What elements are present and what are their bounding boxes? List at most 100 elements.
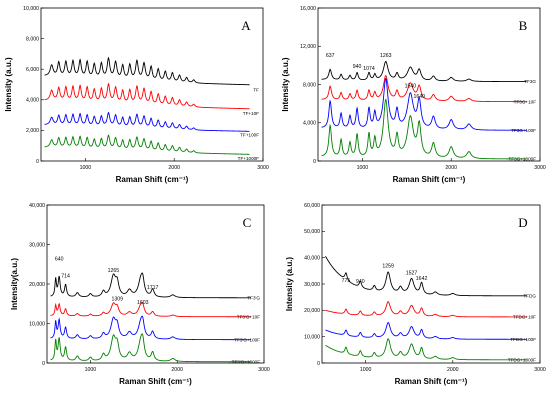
y-tick-label: 10,000 xyxy=(304,334,320,340)
y-tick-label: 40,000 xyxy=(29,203,45,209)
series-label-4: TF+1000F xyxy=(238,156,260,161)
chart-panel-a: 0 2,000 4,000 6,000 8,000 10,000 1000 2000 3000 R… xyxy=(4,6,269,184)
peak-label: 1717 xyxy=(147,285,159,291)
peak-label: 1309 xyxy=(111,297,123,303)
chart-panel-d: 0 10,000 20,000 30,000 40,000 50,000 60,000 100… xyxy=(285,203,546,386)
plot-frame xyxy=(317,7,541,162)
y-tick-label: 0 xyxy=(42,361,45,367)
series-label-2: TF3'G+10F xyxy=(237,314,260,319)
y-tick-label: 50,000 xyxy=(304,229,320,235)
x-tick-label: 2000 xyxy=(171,367,183,373)
chart-panel-c: 0 10,000 20,000 30,000 40,000 1000 2000 3000 Ram… xyxy=(10,203,270,386)
series-line-2 xyxy=(44,82,250,110)
panel-letter: B xyxy=(519,18,528,33)
panel-letter: D xyxy=(518,215,527,230)
x-tick-label: 2000 xyxy=(445,165,457,171)
x-axis-title: Raman Shift (cm⁻¹) xyxy=(116,175,189,184)
y-tick-label: 2,000 xyxy=(26,128,39,134)
x-axis-title: Raman Shift (cm⁻¹) xyxy=(395,377,468,386)
y-tick-label: 0 xyxy=(36,159,39,165)
series-line-4 xyxy=(44,134,250,155)
x-axis-title: Raman Shift (cm⁻¹) xyxy=(393,175,466,184)
y-tick-label: 20,000 xyxy=(304,308,320,314)
x-tick-label: 2000 xyxy=(168,165,180,171)
series-line-3 xyxy=(325,322,527,340)
series-line-3 xyxy=(321,77,527,131)
series-label-3: TFDG+100F xyxy=(510,337,536,342)
series-label-1: TF3G xyxy=(524,79,536,84)
series-line-1 xyxy=(321,60,527,83)
series-label-2: TF+10F xyxy=(243,111,259,116)
peak-label: 940 xyxy=(356,279,365,285)
y-tick-label: 10,000 xyxy=(29,321,45,327)
peak-label: 637 xyxy=(326,53,335,59)
y-tick-label: 40,000 xyxy=(304,255,320,261)
y-tick-label: 4,000 xyxy=(26,98,39,104)
peak-label: 1603 xyxy=(137,300,149,306)
peak-label: 714 xyxy=(61,273,70,279)
y-tick-label: 8,000 xyxy=(26,36,39,42)
y-tick-label: 10,000 xyxy=(23,6,39,12)
x-tick-label: 3000 xyxy=(534,165,546,171)
x-tick-label: 1000 xyxy=(360,367,372,373)
y-tick-label: 30,000 xyxy=(304,282,320,288)
series-label-1: TF xyxy=(253,87,259,92)
series-line-2 xyxy=(50,301,251,318)
x-tick-label: 1000 xyxy=(85,367,97,373)
series-line-4 xyxy=(325,338,527,361)
series-line-4 xyxy=(50,333,251,363)
y-tick-label: 16,000 xyxy=(300,6,316,12)
series-label-2: TF3G+10F xyxy=(514,99,537,104)
peak-label: 775 xyxy=(342,278,351,284)
y-tick-label: 20,000 xyxy=(29,282,45,288)
chart-panel-b: 0 4,000 8,000 12,000 16,000 1000 2000 3000 Raman… xyxy=(281,6,546,184)
peak-label: 940 xyxy=(353,64,362,70)
series-label-2: TFDG+10F xyxy=(513,315,536,320)
series-label-4: TF3G+1000F xyxy=(509,157,537,162)
x-tick-label: 3000 xyxy=(257,165,269,171)
y-tick-label: 0 xyxy=(317,361,320,367)
x-tick-label: 1000 xyxy=(80,165,92,171)
series-line-1 xyxy=(50,272,251,299)
series-line-2 xyxy=(325,301,527,318)
y-tick-label: 8,000 xyxy=(303,82,316,88)
series-line-4 xyxy=(321,98,527,160)
series-label-3: TF+100F xyxy=(240,133,259,138)
y-tick-label: 6,000 xyxy=(26,67,39,73)
y-tick-label: 30,000 xyxy=(29,242,45,248)
peak-label: 1074 xyxy=(363,66,375,72)
panel-letter: A xyxy=(241,18,251,33)
peak-label: 1540 xyxy=(405,83,417,89)
y-axis-title: Intensity (a.u.) xyxy=(281,57,290,112)
series-label-4: TFDG+1000F xyxy=(508,357,536,362)
panel-letter: C xyxy=(243,215,252,230)
series-label-3: TF3G+100F xyxy=(511,128,536,133)
y-axis-title: Intensity (a.u.) xyxy=(285,257,294,312)
peak-label: 1259 xyxy=(382,263,394,269)
y-tick-label: 0 xyxy=(313,159,316,165)
y-tick-label: 12,000 xyxy=(300,44,316,50)
peak-label: 1640 xyxy=(413,94,425,100)
peak-label: 640 xyxy=(55,256,64,262)
x-tick-label: 3000 xyxy=(534,367,546,373)
y-axis-title: Intensity (a.u.) xyxy=(4,57,13,112)
series-label-1: TFDG xyxy=(523,293,536,298)
x-tick-label: 2000 xyxy=(447,367,459,373)
series-line-3 xyxy=(44,111,250,132)
x-tick-label: 1000 xyxy=(357,165,369,171)
peak-label: 1642 xyxy=(416,276,428,282)
series-label-4: TF3'G+1000F xyxy=(232,359,261,364)
series-line-3 xyxy=(50,315,251,341)
peak-label: 1527 xyxy=(406,270,418,276)
series-label-3: TF3'G+100F xyxy=(234,337,260,342)
series-line-1 xyxy=(44,56,250,86)
x-axis-title: Raman Shift (cm⁻¹) xyxy=(119,377,192,386)
peak-label: 1265 xyxy=(108,268,120,274)
x-tick-label: 3000 xyxy=(258,367,270,373)
peak-label: 1263 xyxy=(380,53,392,59)
series-line-1 xyxy=(325,256,527,297)
y-axis-title: Intensity(a.u.) xyxy=(10,258,19,310)
y-tick-label: 4,000 xyxy=(303,121,316,127)
plot-frame xyxy=(40,7,264,162)
